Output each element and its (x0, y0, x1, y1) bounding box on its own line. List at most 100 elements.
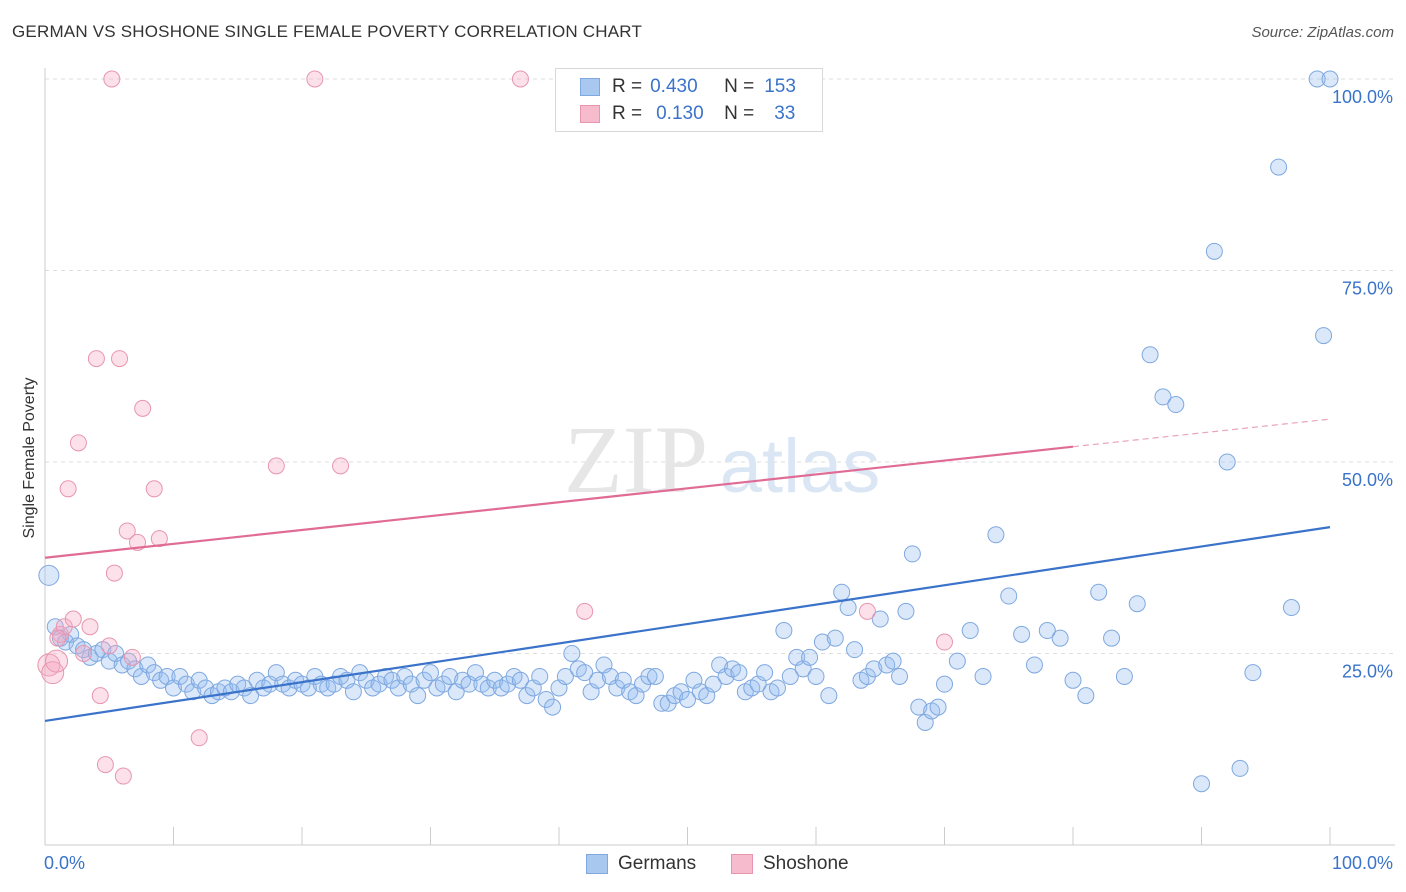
data-point (267, 457, 285, 475)
data-point (544, 698, 562, 716)
data-point (105, 564, 123, 582)
data-point (1205, 242, 1223, 260)
data-point (242, 687, 260, 705)
germans-legend-label: Germans (618, 853, 697, 874)
data-point (81, 618, 99, 636)
data-point (1154, 388, 1172, 406)
tick-labels: 25.0% 50.0% 75.0% 100.0% 0.0% 100.0% (44, 87, 1393, 873)
data-point (150, 530, 168, 548)
data-point (768, 679, 786, 697)
data-point (118, 522, 136, 540)
grid-lines (45, 78, 1395, 654)
data-point (1282, 599, 1300, 617)
data-point (910, 698, 928, 716)
data-point (801, 648, 819, 666)
correlation-legend: R = 0.430 N = 153 R = 0.130 N = 33 (555, 68, 823, 132)
data-point (409, 687, 427, 705)
data-point (1128, 595, 1146, 613)
data-point (730, 664, 748, 682)
data-point (75, 645, 93, 662)
data-point (332, 457, 350, 475)
data-point (974, 667, 992, 685)
data-point (64, 610, 82, 628)
data-point (1013, 625, 1031, 643)
data-point (871, 610, 889, 628)
data-point (1077, 687, 1095, 705)
y-tick-label: 50.0% (1342, 470, 1393, 490)
data-point (1090, 583, 1108, 601)
x-tick-label: 0.0% (44, 853, 85, 873)
chart-title: GERMAN VS SHOSHONE SINGLE FEMALE POVERTY… (12, 22, 643, 41)
y-tick-label: 75.0% (1342, 279, 1393, 299)
shoshone-legend-swatch (731, 854, 753, 874)
data-point (903, 545, 921, 563)
data-point (1270, 158, 1288, 176)
data-point (100, 637, 118, 655)
data-point (1103, 629, 1121, 647)
data-point (1000, 587, 1018, 605)
data-point (1141, 346, 1159, 364)
data-point (49, 629, 67, 647)
data-point (826, 629, 844, 647)
data-point (576, 602, 594, 620)
data-point (1025, 656, 1043, 674)
data-point (344, 683, 362, 701)
y-tick-label: 25.0% (1342, 662, 1393, 682)
data-point (45, 649, 69, 673)
data-point (531, 667, 549, 685)
data-point (59, 480, 77, 498)
data-point (1193, 775, 1210, 793)
shoshone-legend-label: Shoshone (763, 853, 849, 874)
data-point (1218, 453, 1236, 471)
data-point (653, 694, 671, 712)
data-point (1051, 629, 1069, 647)
shoshone-swatch (580, 105, 600, 123)
data-point (891, 667, 909, 685)
data-point (511, 671, 529, 689)
germans-n-value: 153 (764, 76, 796, 97)
data-point (422, 664, 439, 682)
data-point (865, 660, 883, 678)
shoshone-n-value: 33 (774, 103, 796, 124)
watermark: ZIP atlas (564, 406, 880, 513)
data-point (1308, 70, 1326, 88)
data-point (858, 602, 876, 620)
data-point (589, 671, 607, 689)
data-point (111, 350, 129, 368)
data-point (103, 70, 121, 88)
germans-r-value: 0.430 (650, 76, 698, 97)
data-point (87, 350, 105, 368)
data-point (1315, 327, 1333, 345)
shoshone-trend-line (44, 445, 1074, 559)
data-point (775, 622, 793, 640)
y-axis-label: Single Female Poverty (21, 378, 38, 539)
data-point (936, 633, 953, 651)
n-label: N = (724, 103, 755, 124)
data-point (1038, 622, 1056, 640)
data-point (936, 675, 953, 693)
x-tick-label: 100.0% (1332, 853, 1393, 873)
r-label: R = (612, 103, 643, 124)
data-point (91, 687, 109, 705)
shoshone-r-value: 0.130 (656, 103, 704, 124)
data-point (190, 729, 208, 747)
data-point (820, 687, 838, 705)
data-point (756, 664, 774, 682)
data-point (69, 434, 87, 452)
data-point (1167, 396, 1185, 414)
r-label: R = (612, 76, 643, 97)
data-point (563, 645, 581, 662)
legend-row-shoshone: R = 0.130 N = 33 (580, 102, 795, 126)
data-point (813, 633, 831, 651)
bottom-legend-shoshone: Shoshone (731, 852, 849, 876)
data-point (833, 583, 851, 601)
y-tick-label: 100.0% (1332, 87, 1393, 107)
watermark-atlas: atlas (720, 424, 881, 509)
germans-legend-swatch (586, 854, 608, 874)
data-point (556, 667, 574, 685)
data-point (114, 767, 132, 785)
data-point (511, 70, 529, 88)
trend-lines (44, 418, 1331, 722)
data-point (884, 652, 902, 670)
